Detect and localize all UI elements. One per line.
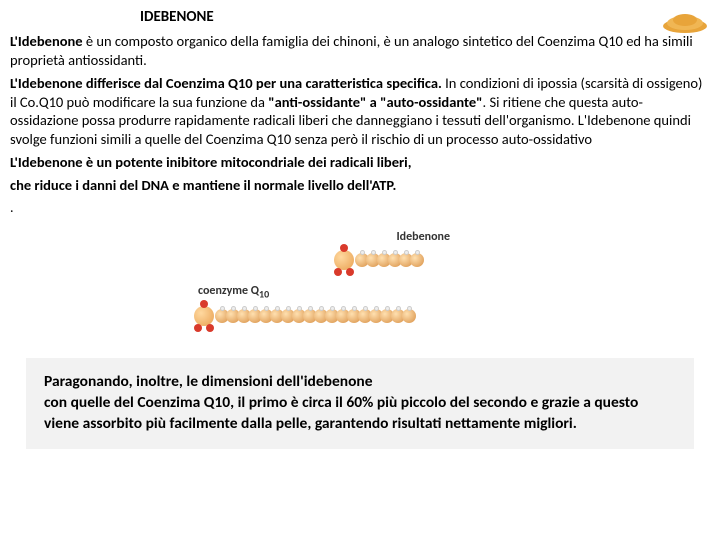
p1-rest: è un composto organico della famiglia de… xyxy=(10,32,693,69)
idebenone-label: Idebenone xyxy=(190,230,530,244)
coenzyme-label: coenzyme Q10 xyxy=(190,284,530,300)
chain-bead xyxy=(402,309,416,323)
coq-label-text: coenzyme Q xyxy=(198,284,259,298)
p2-quote: "anti-ossidante" a "auto-ossidante" xyxy=(268,93,482,111)
idebenone-molecule xyxy=(190,246,530,274)
footer-line-2: con quelle del Coenzima Q10, il primo è … xyxy=(44,393,638,433)
p1-lead: L'Idebenone xyxy=(10,32,83,50)
coenzyme-molecule xyxy=(190,302,530,330)
footer-line-1: Paragonando, inoltre, le dimensioni dell… xyxy=(44,372,373,391)
powder-image xyxy=(660,6,710,34)
p3-text: L'Idebenone è un potente inibitore mitoc… xyxy=(10,153,411,171)
chain-bead xyxy=(410,253,424,267)
stray-dot: . xyxy=(10,199,710,216)
long-chain xyxy=(218,309,416,323)
paragraph-1: L'Idebenone è un composto organico della… xyxy=(10,32,710,70)
footer-box: Paragonando, inoltre, le dimensioni dell… xyxy=(26,358,694,449)
molecule-diagram: Idebenone coenzyme Q10 xyxy=(190,230,530,330)
p2-lead: L'Idebenone differisce dal Coenzima Q10 … xyxy=(10,74,442,92)
paragraph-4: che riduce i danni del DNA e mantiene il… xyxy=(10,176,710,195)
quinone-ring-icon xyxy=(330,246,358,274)
p4-text: che riduce i danni del DNA e mantiene il… xyxy=(10,176,396,194)
paragraph-3: L'Idebenone è un potente inibitore mitoc… xyxy=(10,153,710,172)
page-title: IDEBENONE xyxy=(140,8,214,26)
quinone-ring-icon xyxy=(190,302,218,330)
coq-subscript: 10 xyxy=(259,287,269,300)
paragraph-2: L'Idebenone differisce dal Coenzima Q10 … xyxy=(10,74,710,149)
short-chain xyxy=(358,253,424,267)
